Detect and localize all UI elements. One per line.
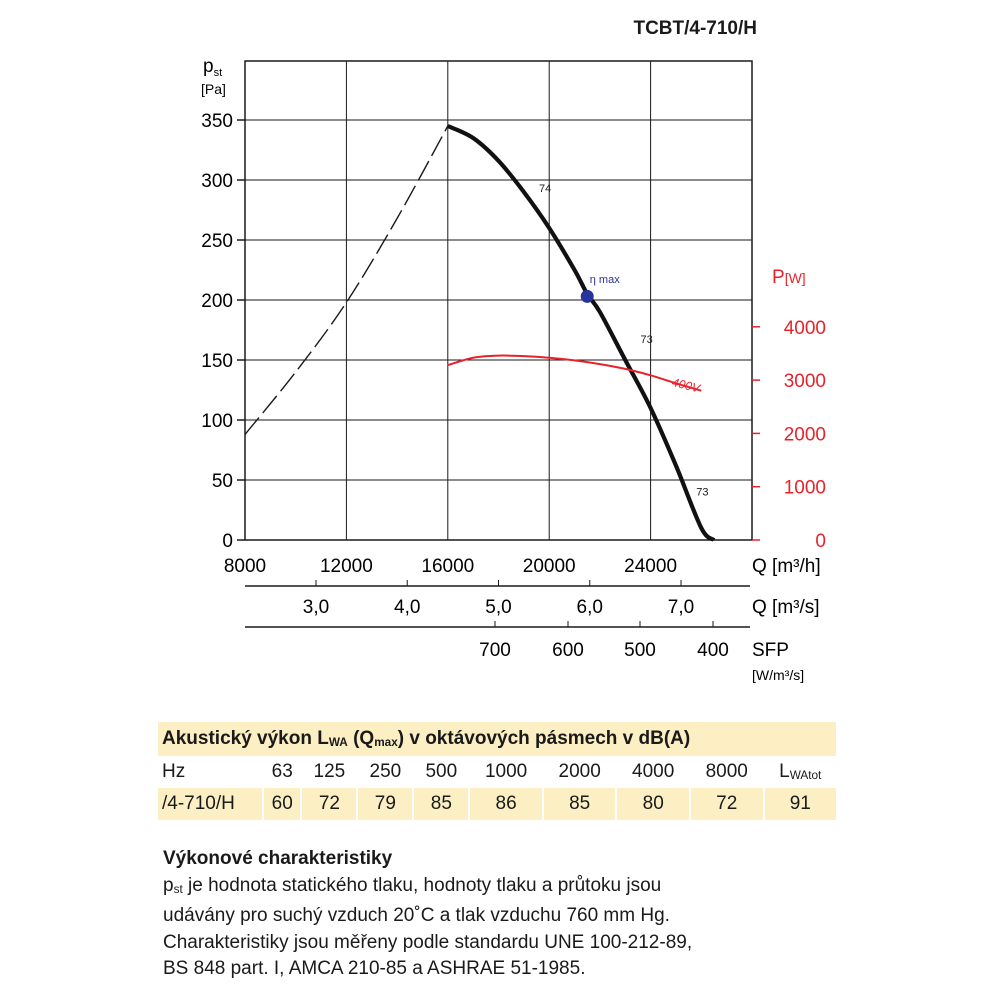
chart-title: TCBT/4-710/H: [633, 18, 757, 39]
x-axis-sfp-unit: [W/m³/s]: [752, 667, 804, 683]
band-cell: 2000: [542, 756, 618, 788]
value-row: /4-710/H 60 72 79 85 86 85 80 72 91: [158, 788, 839, 820]
eta-max-label: η max: [590, 274, 620, 286]
x3-tick-label: 600: [552, 640, 584, 661]
x2-tick-label: 3,0: [303, 597, 329, 618]
x-tick-label: 12000: [320, 556, 373, 577]
y2-tick-label: 0: [815, 531, 826, 552]
value-cell: 85: [413, 788, 471, 820]
x2-tick-label: 5,0: [485, 597, 511, 618]
value-cell: 72: [301, 788, 359, 820]
y-tick-label: 300: [201, 171, 233, 192]
y-tick-label: 350: [201, 111, 233, 132]
value-cell: 60: [263, 788, 303, 820]
y2-tick-label: 1000: [784, 478, 826, 499]
y2-axis-label: P[W]: [772, 267, 806, 288]
y-axis-unit: [Pa]: [201, 81, 226, 97]
band-cell: 1000: [469, 756, 544, 788]
value-cell: 72: [689, 788, 765, 820]
y-tick-label: 0: [222, 531, 233, 552]
y-tick-label: 150: [201, 351, 233, 372]
band-cell: 4000: [616, 756, 691, 788]
pressure-curve-unstable: [244, 125, 449, 435]
y2-axis-ticks: 0 1000 2000 3000 4000: [752, 318, 826, 552]
y2-tick-label: 2000: [784, 424, 826, 445]
x-tick-label: 20000: [523, 556, 576, 577]
x-tick-label: 8000: [224, 556, 266, 577]
x3-tick-label: 700: [479, 640, 511, 661]
band-cell: 125: [301, 756, 359, 788]
hz-row: Hz 63 125 250 500 1000 2000 4000 8000 LW…: [158, 756, 839, 788]
description-line: pst je hodnota statického tlaku, hodnoty…: [163, 874, 662, 896]
y-tick-label: 50: [212, 471, 233, 492]
x-axis-m3s-label: Q [m³/s]: [752, 597, 820, 618]
description-heading: Výkonové charakteristiky: [163, 848, 393, 869]
x3-tick-label: 400: [697, 640, 729, 661]
description-line: udávány pro suchý vzduch 20˚C a tlak vzd…: [163, 905, 670, 926]
band-cell: 500: [413, 756, 471, 788]
band-cell: 8000: [689, 756, 765, 788]
y2-tick-label: 3000: [784, 371, 826, 392]
x2-tick-label: 4,0: [394, 597, 420, 618]
x-axis-sfp-label: SFP: [752, 640, 789, 661]
x-tick-label: 24000: [624, 556, 677, 577]
description-line: Charakteristiky jsou měřeny podle standa…: [163, 931, 693, 953]
value-cell: 80: [616, 788, 691, 820]
acoustic-title: Akustický výkon LWA (Qmax) v oktávových …: [158, 722, 838, 756]
y-tick-label: 250: [201, 231, 233, 252]
y-axis-label: pst: [203, 56, 222, 79]
acoustic-table: Akustický výkon LWA (Qmax) v oktávových …: [158, 722, 839, 820]
hz-label: Hz: [158, 756, 264, 788]
series-group: 400V: [244, 124, 716, 542]
x3-tick-label: 500: [624, 640, 656, 661]
x2-tick-label: 7,0: [668, 597, 694, 618]
y2-tick-label: 4000: [784, 318, 826, 339]
total-value-cell: 91: [763, 788, 839, 820]
band-cell: 250: [357, 756, 415, 788]
value-cell: 79: [357, 788, 415, 820]
x2-tick-label: 6,0: [577, 597, 603, 618]
y-tick-label: 200: [201, 291, 233, 312]
value-cell: 85: [542, 788, 618, 820]
performance-description: Výkonové charakteristiky pst je hodnota …: [163, 846, 863, 983]
series-label-400v: 400V: [671, 375, 703, 396]
eta-max-point: [580, 289, 594, 303]
x-axis-sfp-ticks: 700 600 500 400: [479, 621, 729, 661]
x-axis-m3s-ticks: 3,0 4,0 5,0 6,0 7,0: [303, 580, 694, 618]
efficiency-label: 73: [640, 334, 652, 346]
efficiency-label: 73: [696, 487, 708, 499]
efficiency-label: 74: [539, 183, 551, 195]
power-curve-400v: [447, 354, 702, 392]
x-axis-m3h-label: Q [m³/h]: [752, 556, 821, 577]
annotations: 74 η max 73 73: [539, 183, 708, 499]
total-header: LWAtot: [763, 756, 839, 788]
pressure-curve: [446, 124, 716, 542]
y-tick-label: 100: [201, 411, 233, 432]
model-label: /4-710/H: [158, 788, 264, 820]
y-axis-ticks: 0 50 100 150 200 250 300 350: [201, 111, 245, 552]
band-cell: 63: [263, 756, 303, 788]
x-tick-label: 16000: [421, 556, 474, 577]
x-axis-m3h-ticks: 8000 12000 16000 20000 24000: [224, 556, 677, 577]
value-cell: 86: [469, 788, 544, 820]
horizontal-gridlines: [245, 119, 752, 481]
description-line: BS 848 part. I, AMCA 210-85 a ASHRAE 51-…: [163, 958, 586, 979]
